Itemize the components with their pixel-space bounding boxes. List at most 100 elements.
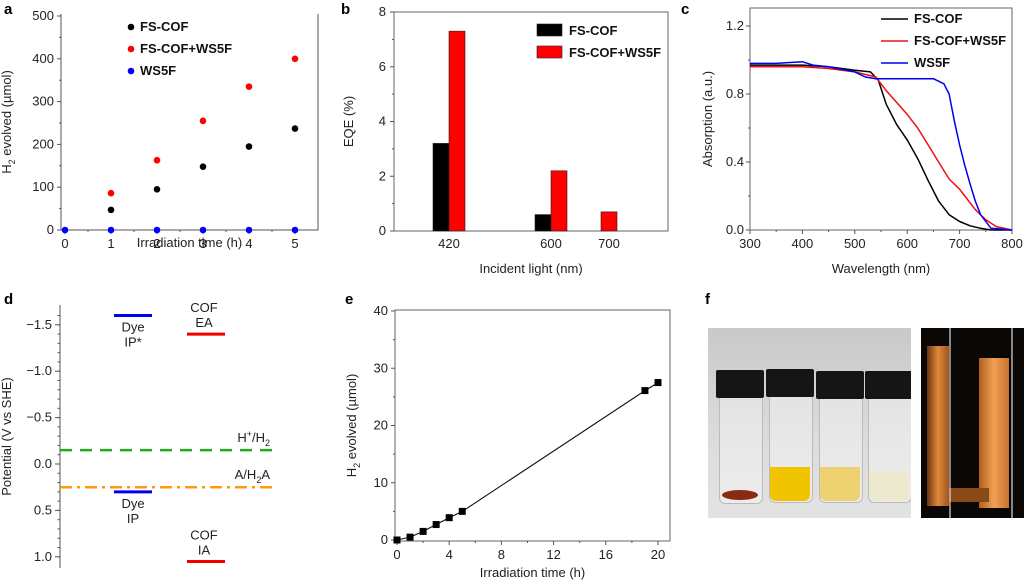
- panel-label-b: b: [341, 1, 350, 18]
- reference-label-h: H+/H2: [237, 429, 270, 448]
- vial-3: [816, 371, 864, 511]
- legend-label-c: FS-COF: [914, 11, 962, 26]
- xtick-label-e: 16: [599, 547, 613, 562]
- point-fs-cof-ws5f: [291, 55, 299, 63]
- ytick-label-d: 1.0: [34, 549, 52, 564]
- ytick-label-b: 8: [379, 4, 386, 19]
- ytick-label-d: −1.0: [26, 363, 52, 378]
- point-h2-evolved: [419, 527, 427, 535]
- legend-marker-a: [127, 23, 135, 31]
- axis-frame-a: [60, 14, 319, 231]
- level-label-dye-ip-: Dye: [121, 320, 144, 335]
- ytick-label-e: 0: [381, 532, 388, 547]
- point-h2-evolved: [641, 387, 649, 395]
- bar-fs-cof-ws5f: [448, 30, 466, 232]
- xtick-label-e: 20: [651, 547, 665, 562]
- line-h2-evolved: [396, 382, 659, 541]
- xtick-label-b: 420: [438, 236, 460, 251]
- xlabel-a: Irradiation time (h): [137, 235, 242, 250]
- ytick-label-d: −0.5: [26, 410, 52, 425]
- ylabel-c: Absorption (a.u.): [700, 71, 715, 167]
- vial-4: [865, 371, 911, 511]
- legend-swatch-b: [536, 45, 563, 59]
- xlabel-b: Incident light (nm): [479, 261, 582, 276]
- vial-2: [766, 369, 814, 509]
- xtick-label-c: 700: [949, 236, 971, 251]
- point-ws5f: [291, 226, 299, 234]
- point-fs-cof: [291, 125, 299, 132]
- xlabel-c: Wavelength (nm): [832, 261, 931, 276]
- level-label-cof-ea: COF: [190, 300, 218, 315]
- point-ws5f: [153, 226, 161, 234]
- point-h2-evolved: [406, 533, 414, 541]
- ytick-label-a: 100: [32, 179, 54, 194]
- point-ws5f: [245, 226, 253, 234]
- xtick-label-c: 600: [896, 236, 918, 251]
- xtick-label-e: 12: [546, 547, 560, 562]
- xtick-label-a: 5: [291, 236, 298, 251]
- reference-label-a: A/H2A: [235, 467, 271, 485]
- ylabel-b: EQE (%): [341, 96, 356, 147]
- xtick-label-c: 800: [1001, 236, 1023, 251]
- xtick-label-a: 2: [153, 236, 160, 251]
- bar-fs-cof: [432, 143, 450, 232]
- ytick-label-b: 4: [379, 114, 386, 129]
- legend-label-a: WS5F: [140, 63, 176, 78]
- panel-label-e: e: [345, 291, 353, 308]
- panel-label-f: f: [705, 291, 711, 308]
- level-label-cof-ia: COF: [190, 527, 218, 542]
- point-fs-cof: [153, 186, 161, 193]
- point-fs-cof-ws5f: [107, 189, 115, 197]
- bar-fs-cof-ws5f: [550, 170, 568, 232]
- ytick-label-b: 2: [379, 168, 386, 183]
- ytick-label-e: 20: [374, 418, 388, 433]
- legend-marker-a: [127, 45, 135, 53]
- legend-label-b: FS-COF+WS5F: [569, 45, 661, 60]
- point-fs-cof: [199, 163, 207, 170]
- ytick-label-c: 0.0: [726, 222, 744, 237]
- ylabel-e: H2 evolved (µmol): [344, 374, 362, 478]
- line-fs-cof-ws5f: [750, 66, 1013, 231]
- level-sublabel-cof-ea: EA: [195, 315, 213, 330]
- ytick-label-a: 500: [32, 8, 54, 23]
- vial-1: [716, 370, 764, 510]
- xtick-label-c: 300: [739, 236, 761, 251]
- ytick-label-e: 30: [374, 360, 388, 375]
- legend-label-c: FS-COF+WS5F: [914, 33, 1006, 48]
- xtick-label-b: 600: [540, 236, 562, 251]
- bar-fs-cof: [534, 214, 552, 232]
- point-ws5f: [199, 226, 207, 234]
- ytick-label-c: 0.8: [726, 86, 744, 101]
- legend-label-a: FS-COF: [140, 19, 188, 34]
- legend-label-a: FS-COF+WS5F: [140, 41, 232, 56]
- ytick-label-e: 10: [374, 475, 388, 490]
- legend-swatch-b: [536, 23, 563, 37]
- ytick-label-a: 300: [32, 94, 54, 109]
- point-h2-evolved: [654, 379, 662, 387]
- xtick-label-a: 0: [61, 236, 68, 251]
- ytick-label-d: 0.0: [34, 456, 52, 471]
- panel-label-c: c: [681, 1, 689, 18]
- point-fs-cof: [245, 143, 253, 150]
- point-fs-cof-ws5f: [245, 83, 253, 90]
- ytick-label-a: 200: [32, 136, 54, 151]
- ytick-label-b: 0: [379, 223, 386, 238]
- panel-label-d: d: [4, 291, 13, 308]
- point-ws5f: [61, 226, 69, 234]
- ytick-label-c: 1.2: [726, 18, 744, 33]
- xtick-label-b: 700: [598, 236, 620, 251]
- ytick-label-c: 0.4: [726, 154, 744, 169]
- ylabel-d: Potential (V vs SHE): [0, 377, 14, 496]
- vials-photo: [708, 328, 911, 518]
- xtick-label-c: 500: [844, 236, 866, 251]
- legend-marker-a: [127, 67, 135, 75]
- point-fs-cof-ws5f: [153, 156, 161, 164]
- level-sublabel-dye-ip-: IP*: [124, 335, 141, 350]
- ytick-label-a: 0: [47, 222, 54, 237]
- point-h2-evolved: [445, 514, 453, 522]
- ylabel-a: H2 evolved (µmol): [0, 70, 17, 174]
- xtick-label-c: 400: [792, 236, 814, 251]
- ytick-label-e: 40: [374, 303, 388, 318]
- bar-fs-cof-ws5f: [600, 211, 618, 232]
